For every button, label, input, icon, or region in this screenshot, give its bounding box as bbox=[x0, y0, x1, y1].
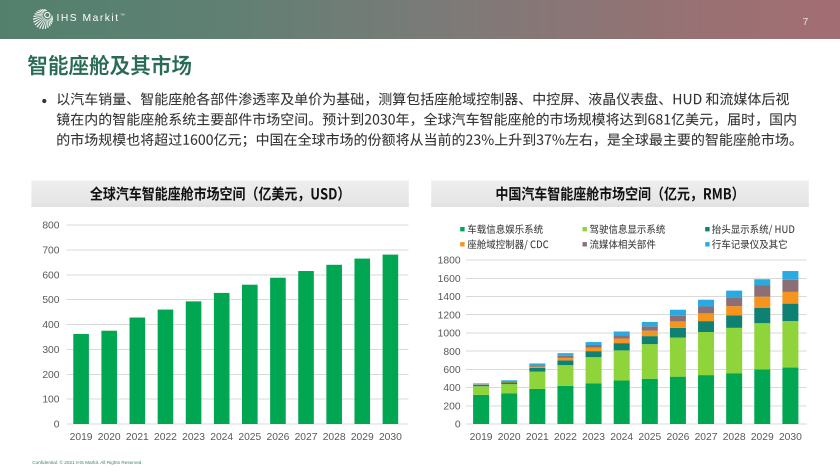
svg-text:1200: 1200 bbox=[438, 310, 461, 321]
svg-text:300: 300 bbox=[42, 345, 59, 356]
svg-text:600: 600 bbox=[42, 270, 59, 281]
svg-text:2025: 2025 bbox=[638, 432, 661, 443]
svg-text:500: 500 bbox=[42, 295, 59, 306]
svg-text:0: 0 bbox=[54, 420, 60, 431]
svg-text:2025: 2025 bbox=[238, 432, 261, 443]
svg-text:2021: 2021 bbox=[126, 432, 149, 443]
svg-text:1800: 1800 bbox=[438, 256, 461, 267]
svg-text:600: 600 bbox=[443, 365, 460, 376]
svg-text:2023: 2023 bbox=[182, 432, 205, 443]
svg-text:800: 800 bbox=[42, 221, 59, 232]
svg-text:2027: 2027 bbox=[695, 432, 718, 443]
svg-text:2029: 2029 bbox=[751, 432, 774, 443]
svg-text:2024: 2024 bbox=[610, 432, 633, 443]
svg-text:700: 700 bbox=[42, 245, 59, 256]
svg-text:2022: 2022 bbox=[154, 432, 177, 443]
svg-text:200: 200 bbox=[443, 401, 460, 412]
svg-text:2028: 2028 bbox=[323, 432, 346, 443]
svg-text:800: 800 bbox=[443, 347, 460, 358]
svg-text:2028: 2028 bbox=[723, 432, 746, 443]
svg-text:2030: 2030 bbox=[779, 432, 802, 443]
svg-text:400: 400 bbox=[443, 383, 460, 394]
svg-text:2021: 2021 bbox=[526, 432, 549, 443]
svg-text:2019: 2019 bbox=[70, 432, 93, 443]
svg-text:2020: 2020 bbox=[498, 432, 521, 443]
svg-text:2019: 2019 bbox=[470, 432, 493, 443]
svg-text:1600: 1600 bbox=[438, 274, 461, 285]
svg-text:400: 400 bbox=[42, 320, 59, 331]
svg-text:2029: 2029 bbox=[351, 432, 374, 443]
svg-text:1000: 1000 bbox=[438, 329, 461, 340]
svg-text:2022: 2022 bbox=[554, 432, 577, 443]
svg-text:2027: 2027 bbox=[295, 432, 318, 443]
svg-text:2030: 2030 bbox=[379, 432, 402, 443]
svg-text:2026: 2026 bbox=[666, 432, 689, 443]
svg-text:1400: 1400 bbox=[438, 292, 461, 303]
svg-text:0: 0 bbox=[455, 420, 461, 431]
svg-text:200: 200 bbox=[42, 370, 59, 381]
svg-text:2020: 2020 bbox=[98, 432, 121, 443]
svg-text:2024: 2024 bbox=[210, 432, 233, 443]
svg-text:2026: 2026 bbox=[266, 432, 289, 443]
svg-text:100: 100 bbox=[42, 395, 59, 406]
svg-text:2023: 2023 bbox=[582, 432, 605, 443]
